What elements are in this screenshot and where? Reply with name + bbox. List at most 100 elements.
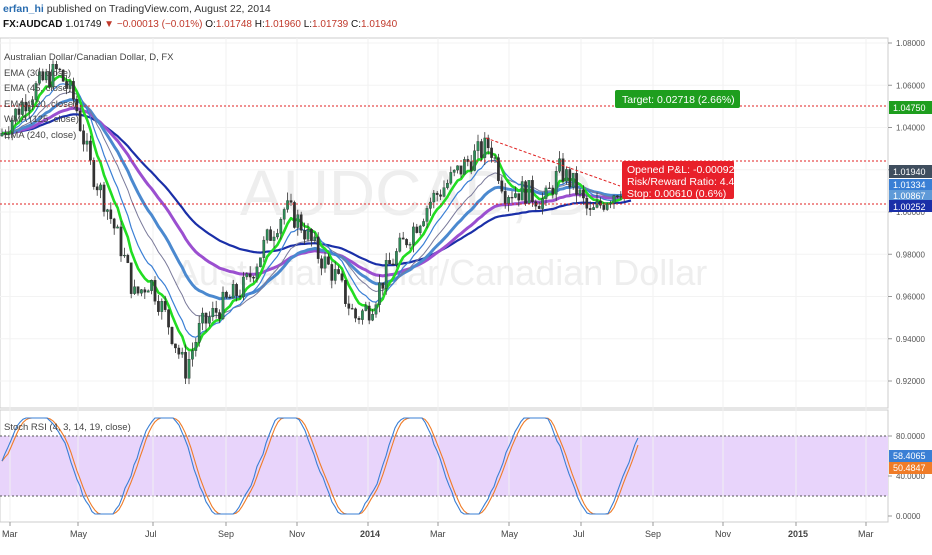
rsi-d-badge xyxy=(889,462,932,474)
legend-item-ema45[interactable]: EMA (45, close) xyxy=(4,83,72,94)
candle-body xyxy=(388,260,391,265)
target-price-badge xyxy=(889,101,932,114)
candle-body xyxy=(616,195,619,198)
rsi-k-label: 58.4065 xyxy=(893,451,926,461)
candle-body xyxy=(187,359,191,379)
target-label: Target: 0.02718 (2.66%) xyxy=(622,94,735,106)
candle-body xyxy=(330,264,334,281)
candle-body xyxy=(123,254,126,257)
candle-body xyxy=(211,308,215,318)
candle-body xyxy=(34,83,38,100)
symbol-label: FX:AUDCAD xyxy=(3,19,63,30)
chart-area[interactable]: AUDCAD, D Australian Dollar/Canadian Dol… xyxy=(0,34,932,550)
stop-box[interactable] xyxy=(622,161,734,199)
candlesticks xyxy=(0,60,633,385)
candle-body xyxy=(119,226,123,257)
candle-body xyxy=(143,289,147,293)
candle-body xyxy=(31,99,34,106)
candle-body xyxy=(568,169,572,188)
rsi-axis[interactable]: 80.0000 40.0000 0.0000 xyxy=(888,432,925,521)
candle-body xyxy=(476,141,480,151)
candle-body xyxy=(99,184,102,191)
legend-item-ema30[interactable]: EMA (30, close) xyxy=(4,67,72,79)
candle-body xyxy=(231,284,235,299)
candle-body xyxy=(344,280,347,304)
candle-body xyxy=(221,291,225,319)
legend-item-wma125[interactable]: WMA (125, close) xyxy=(4,114,79,125)
rsi-legend[interactable]: Stoch RSI (4, 3, 14, 19, close) xyxy=(4,422,131,433)
candle-body xyxy=(435,192,439,195)
close-value: 1.01940 xyxy=(360,19,398,30)
legend-item-ema240[interactable]: EMA (240, close) xyxy=(4,129,77,141)
candle-body xyxy=(602,205,606,210)
close-label: C: xyxy=(350,19,361,30)
candle-body xyxy=(408,244,412,246)
price-chart-svg[interactable]: AUDCAD, D Australian Dollar/Canadian Dol… xyxy=(0,34,932,550)
price-tick-label: 0.98000 xyxy=(896,250,925,259)
candle-body xyxy=(4,133,7,135)
target-box[interactable] xyxy=(615,90,740,108)
price-tick-label: 0.94000 xyxy=(896,335,925,344)
candle-body xyxy=(582,189,585,199)
low-label: L: xyxy=(303,19,313,30)
publish-info: erfan_hi published on TradingView.com, A… xyxy=(3,3,271,15)
time-tick-label: Nov xyxy=(289,529,306,539)
candle-body xyxy=(520,181,524,201)
candle-body xyxy=(306,229,310,240)
candle-body xyxy=(296,214,300,228)
candle-body xyxy=(10,120,14,134)
candle-body xyxy=(276,233,279,238)
candle-body xyxy=(333,269,337,281)
candle-body xyxy=(463,159,466,175)
time-axis[interactable]: Mar May Jul Sep Nov 2014 Mar May Jul Sep Nov 2015 Ma… xyxy=(2,522,874,539)
rsi-tick-label: 0.0000 xyxy=(896,512,921,521)
candle-body xyxy=(72,81,75,100)
candle-body xyxy=(14,108,17,121)
candle-body xyxy=(531,180,534,202)
high-label: H: xyxy=(254,19,265,30)
candle-body xyxy=(140,289,143,294)
candle-body xyxy=(262,239,266,258)
rr-label: Risk/Reward Ratio: 4.46 xyxy=(627,176,740,188)
candle-body xyxy=(204,312,208,324)
last-price: 1.01749 xyxy=(65,19,102,30)
candle-body xyxy=(418,225,422,233)
trend-line[interactable] xyxy=(485,137,621,187)
high-value: 1.01960 xyxy=(264,19,301,30)
candle-body xyxy=(78,110,82,131)
last-price-label: 1.01940 xyxy=(893,167,926,177)
candle-body xyxy=(384,260,388,289)
candle-body xyxy=(500,180,504,192)
legend-item-ema120[interactable]: EMA (120, close) xyxy=(4,98,77,110)
candle-body xyxy=(92,160,96,187)
price-tick-label: 1.04000 xyxy=(896,124,925,133)
candle-body xyxy=(146,290,150,293)
price-axis[interactable]: 1.080001.060001.040001.020001.000000.980… xyxy=(888,39,925,386)
candle-body xyxy=(51,64,55,88)
low-value: 1.01739 xyxy=(312,19,349,30)
candle-body xyxy=(242,276,245,298)
time-tick-label: Jul xyxy=(145,529,157,539)
candle-body xyxy=(38,71,41,84)
candle-body xyxy=(429,201,432,209)
author-link[interactable]: erfan_hi xyxy=(3,3,44,15)
candle-body xyxy=(337,269,340,274)
time-tick-label: 2015 xyxy=(788,529,808,539)
time-tick-label: 2014 xyxy=(360,529,380,539)
candle-body xyxy=(184,351,187,379)
candle-body xyxy=(554,171,558,195)
candle-body xyxy=(575,173,578,195)
candle-body xyxy=(381,282,385,289)
candle-body xyxy=(259,257,262,268)
candle-body xyxy=(323,256,327,269)
rsi-band xyxy=(0,436,888,496)
candle-body xyxy=(371,314,374,321)
stoch-rsi-lines xyxy=(1,417,639,515)
candle-body xyxy=(68,81,72,89)
ema-price-label: 1.01334 xyxy=(893,180,926,190)
candle-body xyxy=(116,226,119,229)
candle-body xyxy=(157,301,160,312)
candle-body xyxy=(112,218,116,229)
target-price-label: 1.04750 xyxy=(893,103,926,113)
candle-body xyxy=(619,195,623,198)
